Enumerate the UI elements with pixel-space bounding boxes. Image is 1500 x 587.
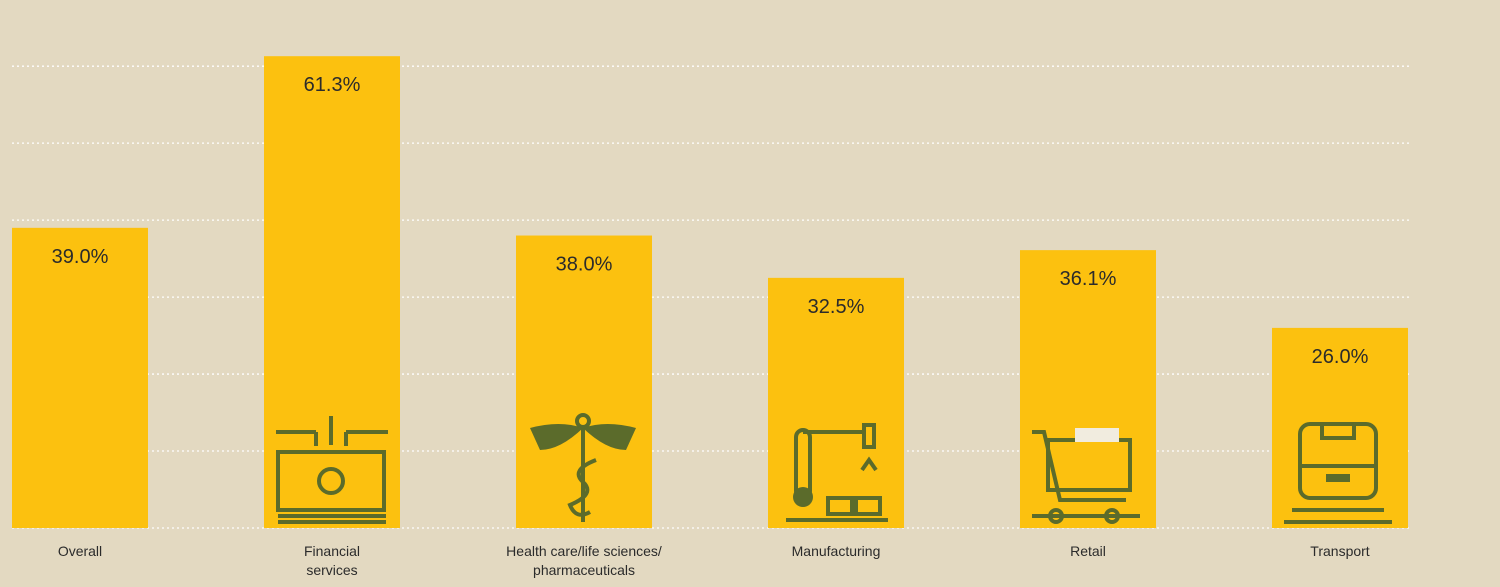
value-label: 36.1% bbox=[1060, 268, 1117, 290]
value-label: 39.0% bbox=[52, 246, 109, 268]
bar bbox=[264, 56, 400, 529]
category-label: Health care/life sciences/ pharmaceutica… bbox=[506, 543, 662, 578]
bar bbox=[768, 277, 904, 528]
value-label: 32.5% bbox=[808, 296, 865, 318]
category-label: Financial services bbox=[303, 543, 361, 578]
category-label: Transport bbox=[1310, 543, 1370, 559]
bar bbox=[1020, 250, 1156, 529]
money-icon bbox=[276, 416, 388, 524]
train-icon bbox=[1284, 422, 1392, 524]
caduceus-icon bbox=[530, 413, 636, 522]
value-label: 61.3% bbox=[304, 74, 361, 96]
robot-icon bbox=[786, 423, 888, 522]
cart-icon bbox=[1032, 428, 1140, 524]
category-label: Overall bbox=[57, 543, 103, 559]
category-label: Retail bbox=[1070, 543, 1106, 559]
value-label: 26.0% bbox=[1312, 346, 1369, 368]
bar bbox=[1272, 327, 1408, 528]
bar bbox=[12, 227, 148, 528]
value-label: 38.0% bbox=[556, 254, 613, 276]
category-label: Manufacturing bbox=[791, 543, 881, 559]
